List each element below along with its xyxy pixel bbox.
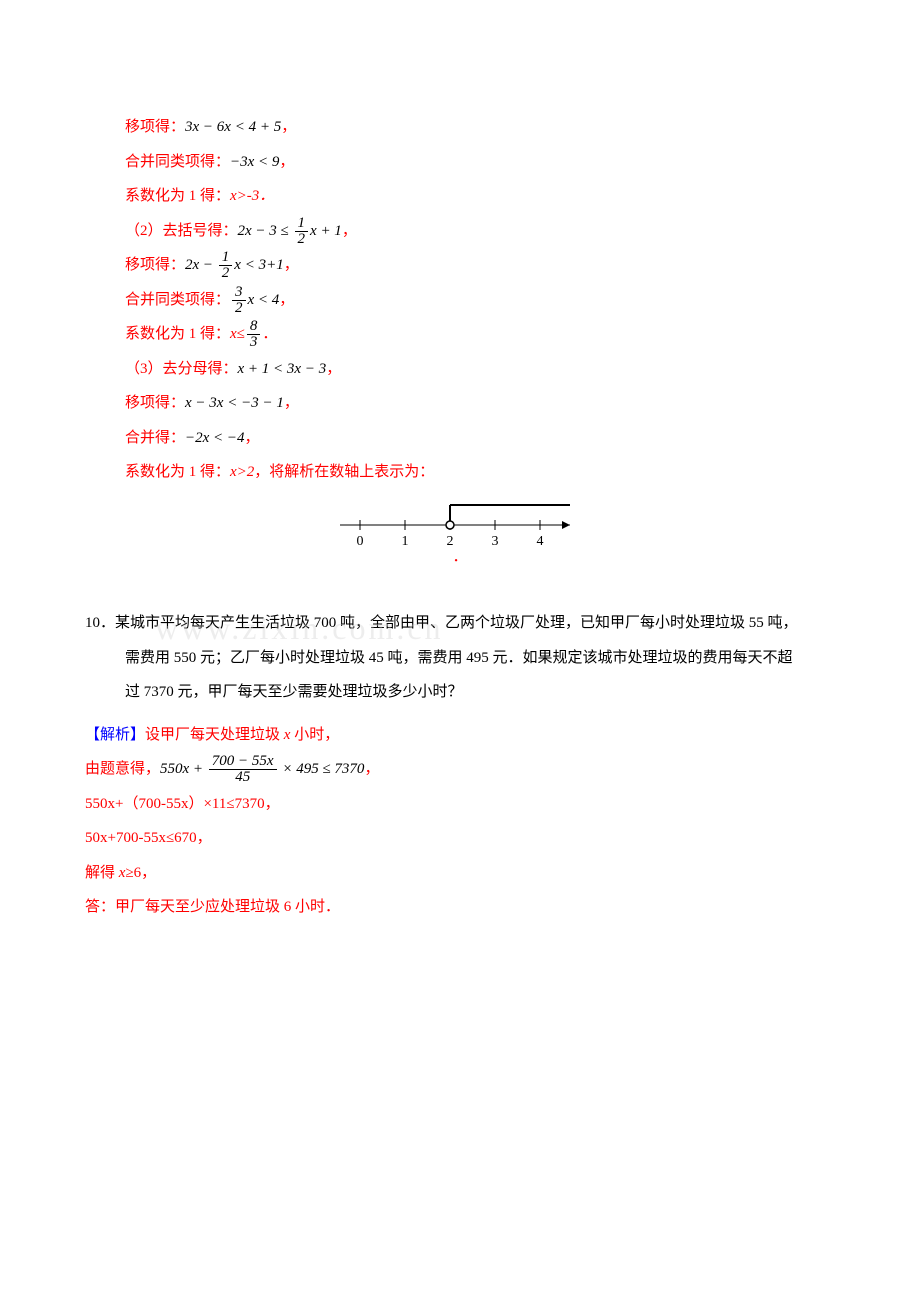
math-expr: x − 3x < −3 − 1 <box>185 395 284 411</box>
tick-4: 4 <box>537 534 544 549</box>
denominator: 45 <box>209 770 277 785</box>
answer-line-3: 550x+（700-55x）×11≤7370， <box>85 787 835 822</box>
answer-line-1: 【解析】设甲厂每天处理垃圾 x 小时， <box>85 718 835 753</box>
numerator: 700 − 55x <box>209 754 277 770</box>
answer-text2: 小时， <box>290 727 339 743</box>
denominator: 2 <box>219 266 233 281</box>
question-10: 10．某城市平均每天产生生活垃圾 700 吨，全部由甲、乙两个垃圾厂处理，已知甲… <box>85 606 835 641</box>
numerator: 8 <box>247 319 261 335</box>
numerator: 1 <box>219 250 233 266</box>
answer-line-5: 解得 x≥6， <box>85 856 835 891</box>
tick-1: 1 <box>402 534 409 549</box>
q10-text-1: 某城市平均每天产生生活垃圾 700 吨，全部由甲、乙两个垃圾厂处理，已知甲厂每小… <box>115 615 798 631</box>
numberline-container: 0 1 2 3 4 ． <box>85 500 835 605</box>
punct: ， <box>364 761 379 777</box>
solution-line-2: 合并同类项得：−3x < 9， <box>125 145 835 180</box>
solution-line-10: 合并得：−2x < −4， <box>125 421 835 456</box>
answer-prefix: 解得 <box>85 865 119 881</box>
fraction: 12 <box>295 216 309 247</box>
answer-line-4: 50x+700-55x≤670， <box>85 821 835 856</box>
math-expr: −3x < 9 <box>230 154 279 170</box>
numerator: 3 <box>232 285 246 301</box>
punct: ， <box>284 257 299 273</box>
step-label: 移项得： <box>125 257 185 273</box>
q10-text-3: 过 7370 元，甲厂每天至少需要处理垃圾多少小时？ <box>125 675 835 710</box>
solution-line-8: （3）去分母得：x + 1 < 3x − 3， <box>125 352 835 387</box>
tick-0: 0 <box>357 534 364 549</box>
math-expr: x>-3． <box>230 188 274 204</box>
solution-line-5: 移项得：2x − 12x < 3+1， <box>125 248 835 283</box>
step-label: ，将解析在数轴上表示为： <box>254 464 434 480</box>
math-right: x + 1 <box>310 223 342 239</box>
answer-rest: ≥6， <box>125 865 156 881</box>
punct: ， <box>281 119 296 135</box>
step-label: （3）去分母得： <box>125 361 238 377</box>
denominator: 2 <box>232 301 246 316</box>
punct: ． <box>262 326 277 342</box>
solution-line-9: 移项得：x − 3x < −3 − 1， <box>125 386 835 421</box>
math-left: 2x − 3 ≤ <box>238 223 293 239</box>
step-label: 合并同类项得： <box>125 292 230 308</box>
q10-number: 10． <box>85 615 115 631</box>
solution-line-1: 移项得：3x − 6x < 4 + 5， <box>125 110 835 145</box>
solution-line-4: （2）去括号得：2x − 3 ≤ 12x + 1， <box>125 214 835 249</box>
solution-line-11: 系数化为 1 得：x>2，将解析在数轴上表示为： <box>125 455 835 490</box>
denominator: 2 <box>295 232 309 247</box>
punct: ， <box>245 430 260 446</box>
tick-3: 3 <box>492 534 499 549</box>
math-right: x < 3+1 <box>234 257 283 273</box>
tick-2: 2 <box>447 534 454 549</box>
step-label: 移项得： <box>125 119 185 135</box>
denominator: 3 <box>247 335 261 350</box>
punct: ， <box>279 292 294 308</box>
solution-line-6: 合并同类项得：32x < 4， <box>125 283 835 318</box>
math-left: x≤ <box>230 326 245 342</box>
fraction: 32 <box>232 285 246 316</box>
step-label: 移项得： <box>125 395 185 411</box>
q10-text-2: 需费用 550 元；乙厂每小时处理垃圾 45 吨，需费用 495 元．如果规定该… <box>125 641 835 676</box>
punct: ， <box>279 154 294 170</box>
math-expr: −2x < −4 <box>185 430 245 446</box>
math-expr: x + 1 < 3x − 3 <box>238 361 327 377</box>
numerator: 1 <box>295 216 309 232</box>
fraction: 12 <box>219 250 233 281</box>
math-left: 2x − <box>185 257 217 273</box>
answer-prefix: 由题意得， <box>85 761 160 777</box>
step-label: 系数化为 1 得： <box>125 326 230 342</box>
answer-text: 设甲厂每天处理垃圾 <box>145 727 284 743</box>
fraction: 700 − 55x45 <box>209 754 277 785</box>
math-left: 550x + <box>160 761 207 777</box>
punct: ， <box>326 361 341 377</box>
math-expr: 3x − 6x < 4 + 5 <box>185 119 281 135</box>
step-label: 合并得： <box>125 430 185 446</box>
numberline-period: ． <box>452 549 467 565</box>
fraction: 83 <box>247 319 261 350</box>
punct: ， <box>342 223 357 239</box>
solution-line-3: 系数化为 1 得：x>-3． <box>125 179 835 214</box>
math-expr: x>2 <box>230 464 254 480</box>
step-label: （2）去括号得： <box>125 223 238 239</box>
step-label: 系数化为 1 得： <box>125 188 230 204</box>
answer-line-2: 由题意得，550x + 700 − 55x45 × 495 ≤ 7370， <box>85 752 835 787</box>
answer-label: 【解析】 <box>85 727 145 743</box>
answer-line-6: 答：甲厂每天至少应处理垃圾 6 小时． <box>85 890 835 925</box>
solution-line-7: 系数化为 1 得：x≤83． <box>125 317 835 352</box>
math-right: x < 4 <box>248 292 280 308</box>
math-right: × 495 ≤ 7370 <box>279 761 365 777</box>
step-label: 系数化为 1 得： <box>125 464 230 480</box>
punct: ， <box>284 395 299 411</box>
step-label: 合并同类项得： <box>125 154 230 170</box>
